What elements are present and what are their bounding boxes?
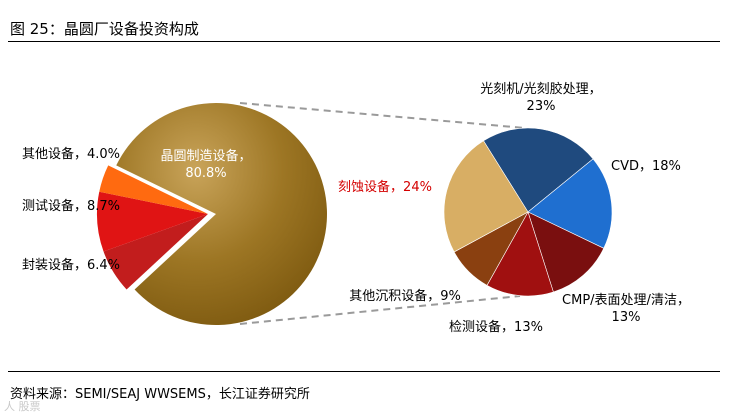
main-pie	[96, 103, 327, 326]
slice-CVD	[527, 158, 613, 249]
figure-title: 图 25：晶圆厂设备投资构成	[10, 20, 199, 38]
source-note: 资料来源：SEMI/SEAJ WWSEMS，长江证券研究所	[10, 387, 310, 402]
label-CVD: CVD，18%	[611, 159, 681, 174]
slice-测试设备	[96, 191, 208, 252]
slice-封装设备	[103, 214, 208, 290]
slice-检测设备	[486, 211, 554, 297]
source-rule	[8, 371, 720, 372]
label-CMP-表面处理-清洁: CMP/表面处理/清洁， 13%	[562, 293, 690, 325]
label-封装设备: 封装设备，6.4%	[22, 257, 120, 273]
slice-光刻机-光刻胶处理	[483, 127, 594, 213]
label-光刻机-光刻胶处理: 光刻机/光刻胶处理， 23%	[480, 81, 601, 114]
label-检测设备: 检测设备，13%	[449, 319, 543, 335]
label-刻蚀设备: 刻蚀设备，24%	[338, 179, 432, 195]
sub-pie	[443, 127, 613, 297]
label-测试设备: 测试设备，8.7%	[22, 198, 120, 214]
connector-top	[239, 102, 526, 129]
title-rule	[8, 41, 720, 42]
slice-晶圆制造设备	[116, 103, 327, 326]
connector-bottom	[239, 295, 521, 325]
slice-刻蚀设备	[443, 140, 529, 253]
label-其他设备: 其他设备，4.0%	[22, 146, 120, 162]
label-其他沉积设备: 其他沉积设备，9%	[349, 288, 461, 304]
slice-CMP-表面处理-清洁	[527, 211, 605, 293]
connector-lines	[239, 102, 526, 325]
label-晶圆制造设备: 晶圆制造设备， 80.8%	[160, 148, 251, 181]
watermark: 人 股票	[4, 400, 41, 413]
slice-其他设备	[99, 165, 208, 214]
